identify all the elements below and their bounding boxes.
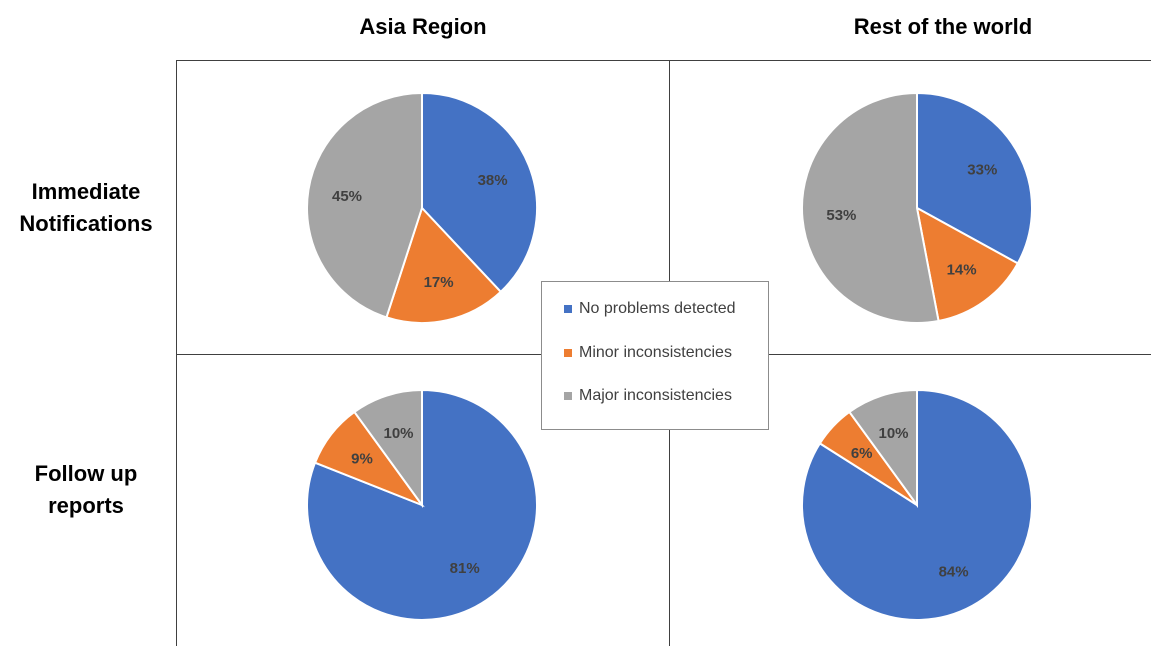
- pie-data-label: 81%: [450, 560, 480, 577]
- pie-data-label: 17%: [424, 274, 454, 291]
- pie-charts: 38% 17% 45% 33% 14% 53% 81% 9% 10% 84% 6% 10%: [306, 91, 1033, 621]
- row-header-line: Immediate: [31, 179, 141, 204]
- legend-item: Major inconsistencies: [564, 387, 732, 405]
- legend-label: Major inconsistencies: [579, 387, 732, 404]
- legend: No problems detected Minor inconsistenci…: [541, 281, 769, 430]
- pie-data-label: 53%: [826, 207, 856, 224]
- legend-swatch: [564, 392, 572, 400]
- pie-data-label: 14%: [947, 261, 977, 278]
- pie-chart: 84% 6% 10%: [801, 388, 1033, 621]
- column-header-asia: Asia Region: [359, 14, 487, 39]
- legend-swatch: [564, 349, 572, 357]
- row-header-line: reports: [48, 493, 124, 518]
- pie-data-label: 10%: [878, 425, 908, 442]
- pie-slice: [353, 388, 423, 509]
- pie-data-label: 6%: [851, 445, 873, 462]
- pie-slice: [916, 91, 1033, 265]
- pie-data-label: 84%: [939, 564, 969, 581]
- legend-label: No problems detected: [579, 300, 736, 317]
- pie-chart: 33% 14% 53%: [801, 91, 1033, 324]
- pie-slice: [848, 388, 918, 509]
- pie-slice: [306, 388, 538, 621]
- pie-slice: [421, 91, 538, 294]
- pie-data-label: 10%: [383, 425, 413, 442]
- pie-slice: [801, 91, 940, 324]
- row-header-follow-up-reports: Follow up reports: [0, 458, 172, 522]
- pie-data-label: 38%: [478, 172, 508, 189]
- pie-slice: [915, 206, 1020, 323]
- pie-chart: 38% 17% 45%: [306, 91, 538, 324]
- pie-data-label: 45%: [332, 188, 362, 205]
- row-header-line: Notifications: [19, 211, 153, 236]
- pie-chart: 81% 9% 10%: [306, 388, 538, 621]
- legend-item: No problems detected: [564, 300, 736, 318]
- pie-slice: [306, 91, 423, 319]
- legend-item: Minor inconsistencies: [564, 344, 732, 362]
- row-header-line: Follow up: [34, 461, 138, 486]
- legend-label: Minor inconsistencies: [579, 344, 732, 361]
- row-header-immediate-notifications: Immediate Notifications: [0, 176, 172, 240]
- pie-slice: [385, 206, 503, 324]
- legend-swatch: [564, 305, 572, 313]
- pie-data-label: 33%: [967, 161, 997, 178]
- column-header-rest-of-world: Rest of the world: [853, 14, 1033, 39]
- pie-data-label: 9%: [351, 451, 373, 468]
